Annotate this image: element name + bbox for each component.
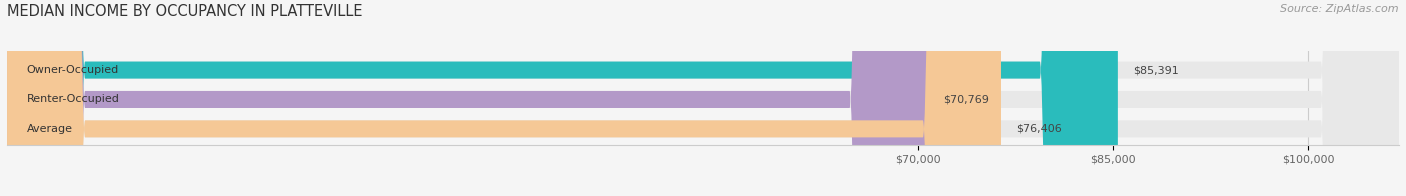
Text: $85,391: $85,391	[1133, 65, 1180, 75]
Text: MEDIAN INCOME BY OCCUPANCY IN PLATTEVILLE: MEDIAN INCOME BY OCCUPANCY IN PLATTEVILL…	[7, 4, 363, 19]
FancyBboxPatch shape	[7, 0, 1399, 196]
Text: Renter-Occupied: Renter-Occupied	[27, 94, 120, 104]
Text: Average: Average	[27, 124, 73, 134]
Text: $70,769: $70,769	[943, 94, 990, 104]
Text: Owner-Occupied: Owner-Occupied	[27, 65, 118, 75]
FancyBboxPatch shape	[7, 0, 1399, 196]
Text: Source: ZipAtlas.com: Source: ZipAtlas.com	[1281, 4, 1399, 14]
FancyBboxPatch shape	[7, 0, 928, 196]
FancyBboxPatch shape	[7, 0, 1118, 196]
FancyBboxPatch shape	[7, 0, 1399, 196]
FancyBboxPatch shape	[7, 0, 1001, 196]
Text: $76,406: $76,406	[1017, 124, 1063, 134]
